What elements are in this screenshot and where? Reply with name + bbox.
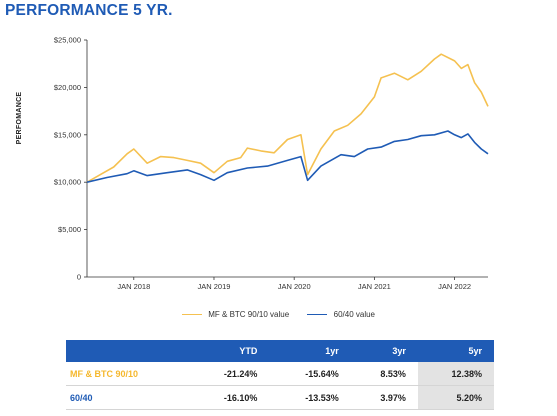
x-tick-label: JAN 2021	[358, 282, 391, 291]
table-header-3yr: 3yr	[350, 340, 418, 362]
x-tick-label: JAN 2022	[438, 282, 471, 291]
table-header-ytd: YTD	[188, 340, 270, 362]
table-header-1yr: 1yr	[269, 340, 351, 362]
page-title: PERFORMANCE 5 YR.	[5, 2, 173, 19]
legend-item-60-40: 60/40 value	[307, 310, 375, 319]
cell-mf-btc-3yr: 8.53%	[350, 362, 418, 386]
legend-label-60-40: 60/40 value	[333, 310, 375, 319]
x-tick-label: JAN 2020	[278, 282, 311, 291]
legend-swatch-mf-btc	[182, 314, 202, 316]
cell-mf-btc-5yr: 12.38%	[417, 362, 494, 386]
performance-table: YTD 1yr 3yr 5yr MF & BTC 90/10 -21.24% -…	[66, 340, 494, 410]
table-header-blank	[66, 340, 188, 362]
cell-60-40-5yr: 5.20%	[417, 385, 494, 410]
x-tick-label: JAN 2018	[117, 282, 150, 291]
series-line-60-40	[86, 130, 489, 183]
table-row: MF & BTC 90/10 -21.24% -15.64% 8.53% 12.…	[66, 362, 494, 386]
y-tick-label: $15,000	[54, 130, 81, 139]
y-tick-label: $20,000	[54, 83, 81, 92]
cell-mf-btc-ytd: -21.24%	[188, 362, 270, 386]
table-header-row: YTD 1yr 3yr 5yr	[66, 340, 494, 362]
y-tick-label: $10,000	[54, 178, 81, 187]
y-axis-title: PERFOMANCE	[16, 91, 23, 145]
legend-swatch-60-40	[307, 314, 328, 316]
chart-legend: MF & BTC 90/10 value 60/40 value	[0, 310, 557, 319]
performance-line-chart: 0 $5,000 $10,000 $15,000 $20,000 $25,000 JAN 2…	[54, 36, 489, 291]
legend-label-mf-btc: MF & BTC 90/10 value	[208, 310, 290, 319]
series-line-mf-btc	[86, 53, 489, 183]
row-label-mf-btc: MF & BTC 90/10	[66, 362, 188, 386]
table-row: 60/40 -16.10% -13.53% 3.97% 5.20%	[66, 385, 494, 410]
cell-60-40-1yr: -13.53%	[269, 385, 351, 410]
cell-mf-btc-1yr: -15.64%	[269, 362, 351, 386]
cell-60-40-3yr: 3.97%	[350, 385, 418, 410]
cell-60-40-ytd: -16.10%	[188, 385, 270, 410]
legend-item-mf-btc: MF & BTC 90/10 value	[182, 310, 289, 319]
x-tick-label: JAN 2019	[198, 282, 231, 291]
y-tick-label: $5,000	[58, 225, 81, 234]
y-tick-label: 0	[77, 273, 81, 282]
y-tick-label: $25,000	[54, 36, 81, 45]
table-header-5yr: 5yr	[417, 340, 494, 362]
row-label-60-40: 60/40	[66, 385, 188, 410]
